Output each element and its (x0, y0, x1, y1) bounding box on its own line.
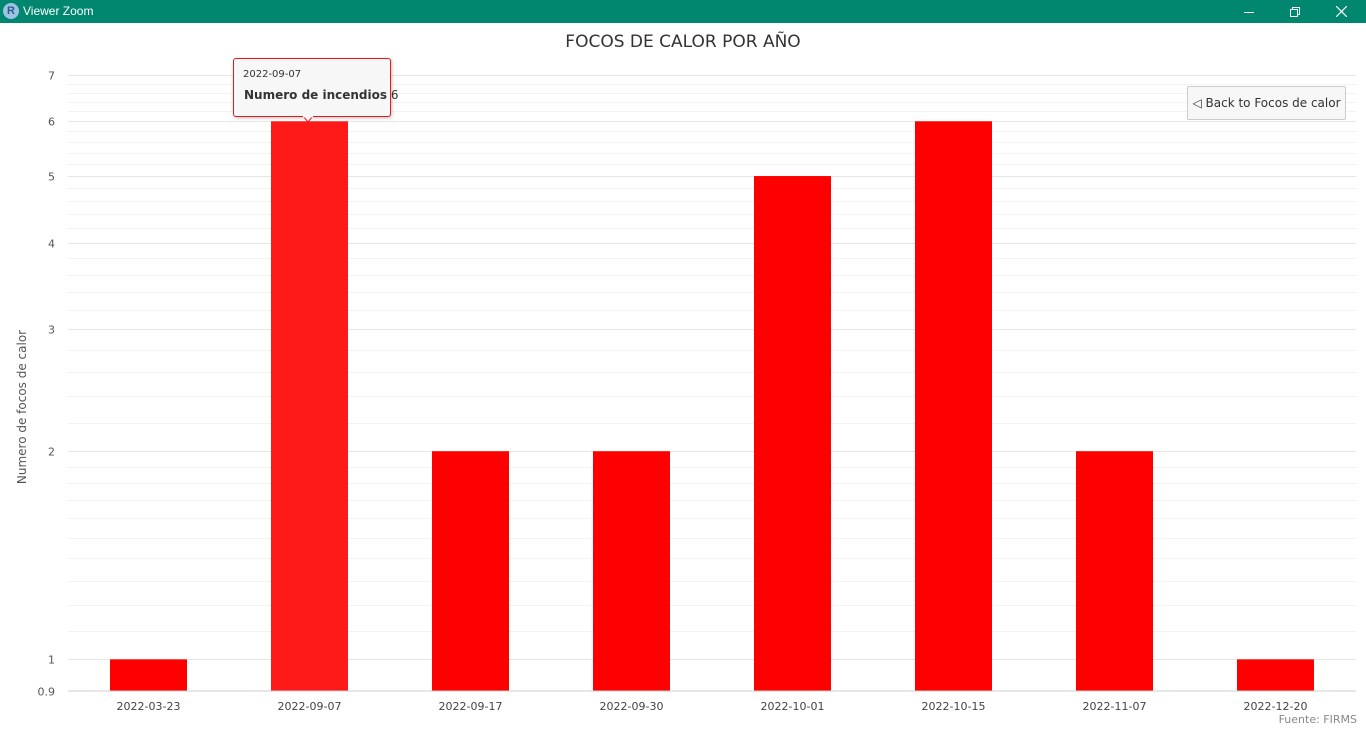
y-tick-label: 5 (48, 171, 55, 184)
minimize-icon (1244, 11, 1254, 13)
y-tick-label: 4 (48, 238, 55, 251)
x-axis-ticks: 2022-03-23 2022-09-07 2022-09-17 2022-09-30… (117, 700, 1308, 713)
bar[interactable] (915, 121, 992, 692)
bar[interactable] (754, 176, 831, 692)
restore-button[interactable] (1272, 0, 1318, 23)
chart-area: FOCOS DE CALOR POR AÑO 0.9 1 2 3 4 5 6 7 2022-0… (0, 23, 1366, 728)
grid-lines (68, 75, 1356, 660)
back-to-focos-button[interactable]: ◁ Back to Focos de calor (1187, 86, 1346, 120)
x-tick-label: 2022-10-01 (761, 700, 825, 713)
bar[interactable] (1237, 659, 1314, 691)
y-tick-label: 3 (48, 324, 55, 337)
close-icon (1335, 6, 1347, 17)
y-tick-label: 6 (48, 116, 55, 129)
bar[interactable] (593, 451, 670, 691)
tooltip-series-label: Numero de incendios (244, 88, 388, 102)
y-tick-label: 1 (48, 654, 55, 667)
y-tick-label: 7 (48, 70, 55, 83)
x-tick-label: 2022-11-07 (1083, 700, 1147, 713)
restore-icon (1290, 6, 1300, 17)
x-tick-label: 2022-12-20 (1244, 700, 1308, 713)
minimize-button[interactable] (1226, 0, 1272, 23)
bar-tooltip: 2022-09-07 Numero de incendios 6 (233, 58, 398, 117)
x-tick-label: 2022-10-15 (922, 700, 986, 713)
bar[interactable] (1076, 451, 1153, 691)
x-tick-label: 2022-09-17 (439, 700, 503, 713)
y-tick-label: 2 (48, 446, 55, 459)
source-credit: Fuente: FIRMS (1279, 713, 1357, 726)
x-tick-label: 2022-09-30 (600, 700, 664, 713)
bar[interactable] (271, 121, 348, 692)
window-titlebar: R Viewer Zoom (0, 0, 1366, 23)
bar[interactable] (110, 659, 187, 691)
y-axis-ticks: 0.9 1 2 3 4 5 6 7 (38, 70, 56, 699)
bar-chart: FOCOS DE CALOR POR AÑO 0.9 1 2 3 4 5 6 7 2022-0… (15, 30, 1357, 726)
y-tick-label: 0.9 (38, 686, 56, 699)
close-button[interactable] (1318, 0, 1364, 23)
r-app-icon: R (3, 3, 19, 19)
chart-title: FOCOS DE CALOR POR AÑO (565, 30, 800, 52)
window-title: Viewer Zoom (23, 4, 94, 18)
bars (110, 121, 1314, 692)
x-tick-label: 2022-03-23 (117, 700, 181, 713)
tooltip-row: Numero de incendios 6 (244, 88, 398, 102)
tooltip-value: 6 (390, 88, 399, 102)
bar[interactable] (432, 451, 509, 691)
y-axis-label: Numero de focos de calor (15, 330, 29, 484)
tooltip-date: 2022-09-07 (243, 69, 302, 80)
x-tick-label: 2022-09-07 (278, 700, 342, 713)
tooltip-pointer (303, 116, 313, 123)
